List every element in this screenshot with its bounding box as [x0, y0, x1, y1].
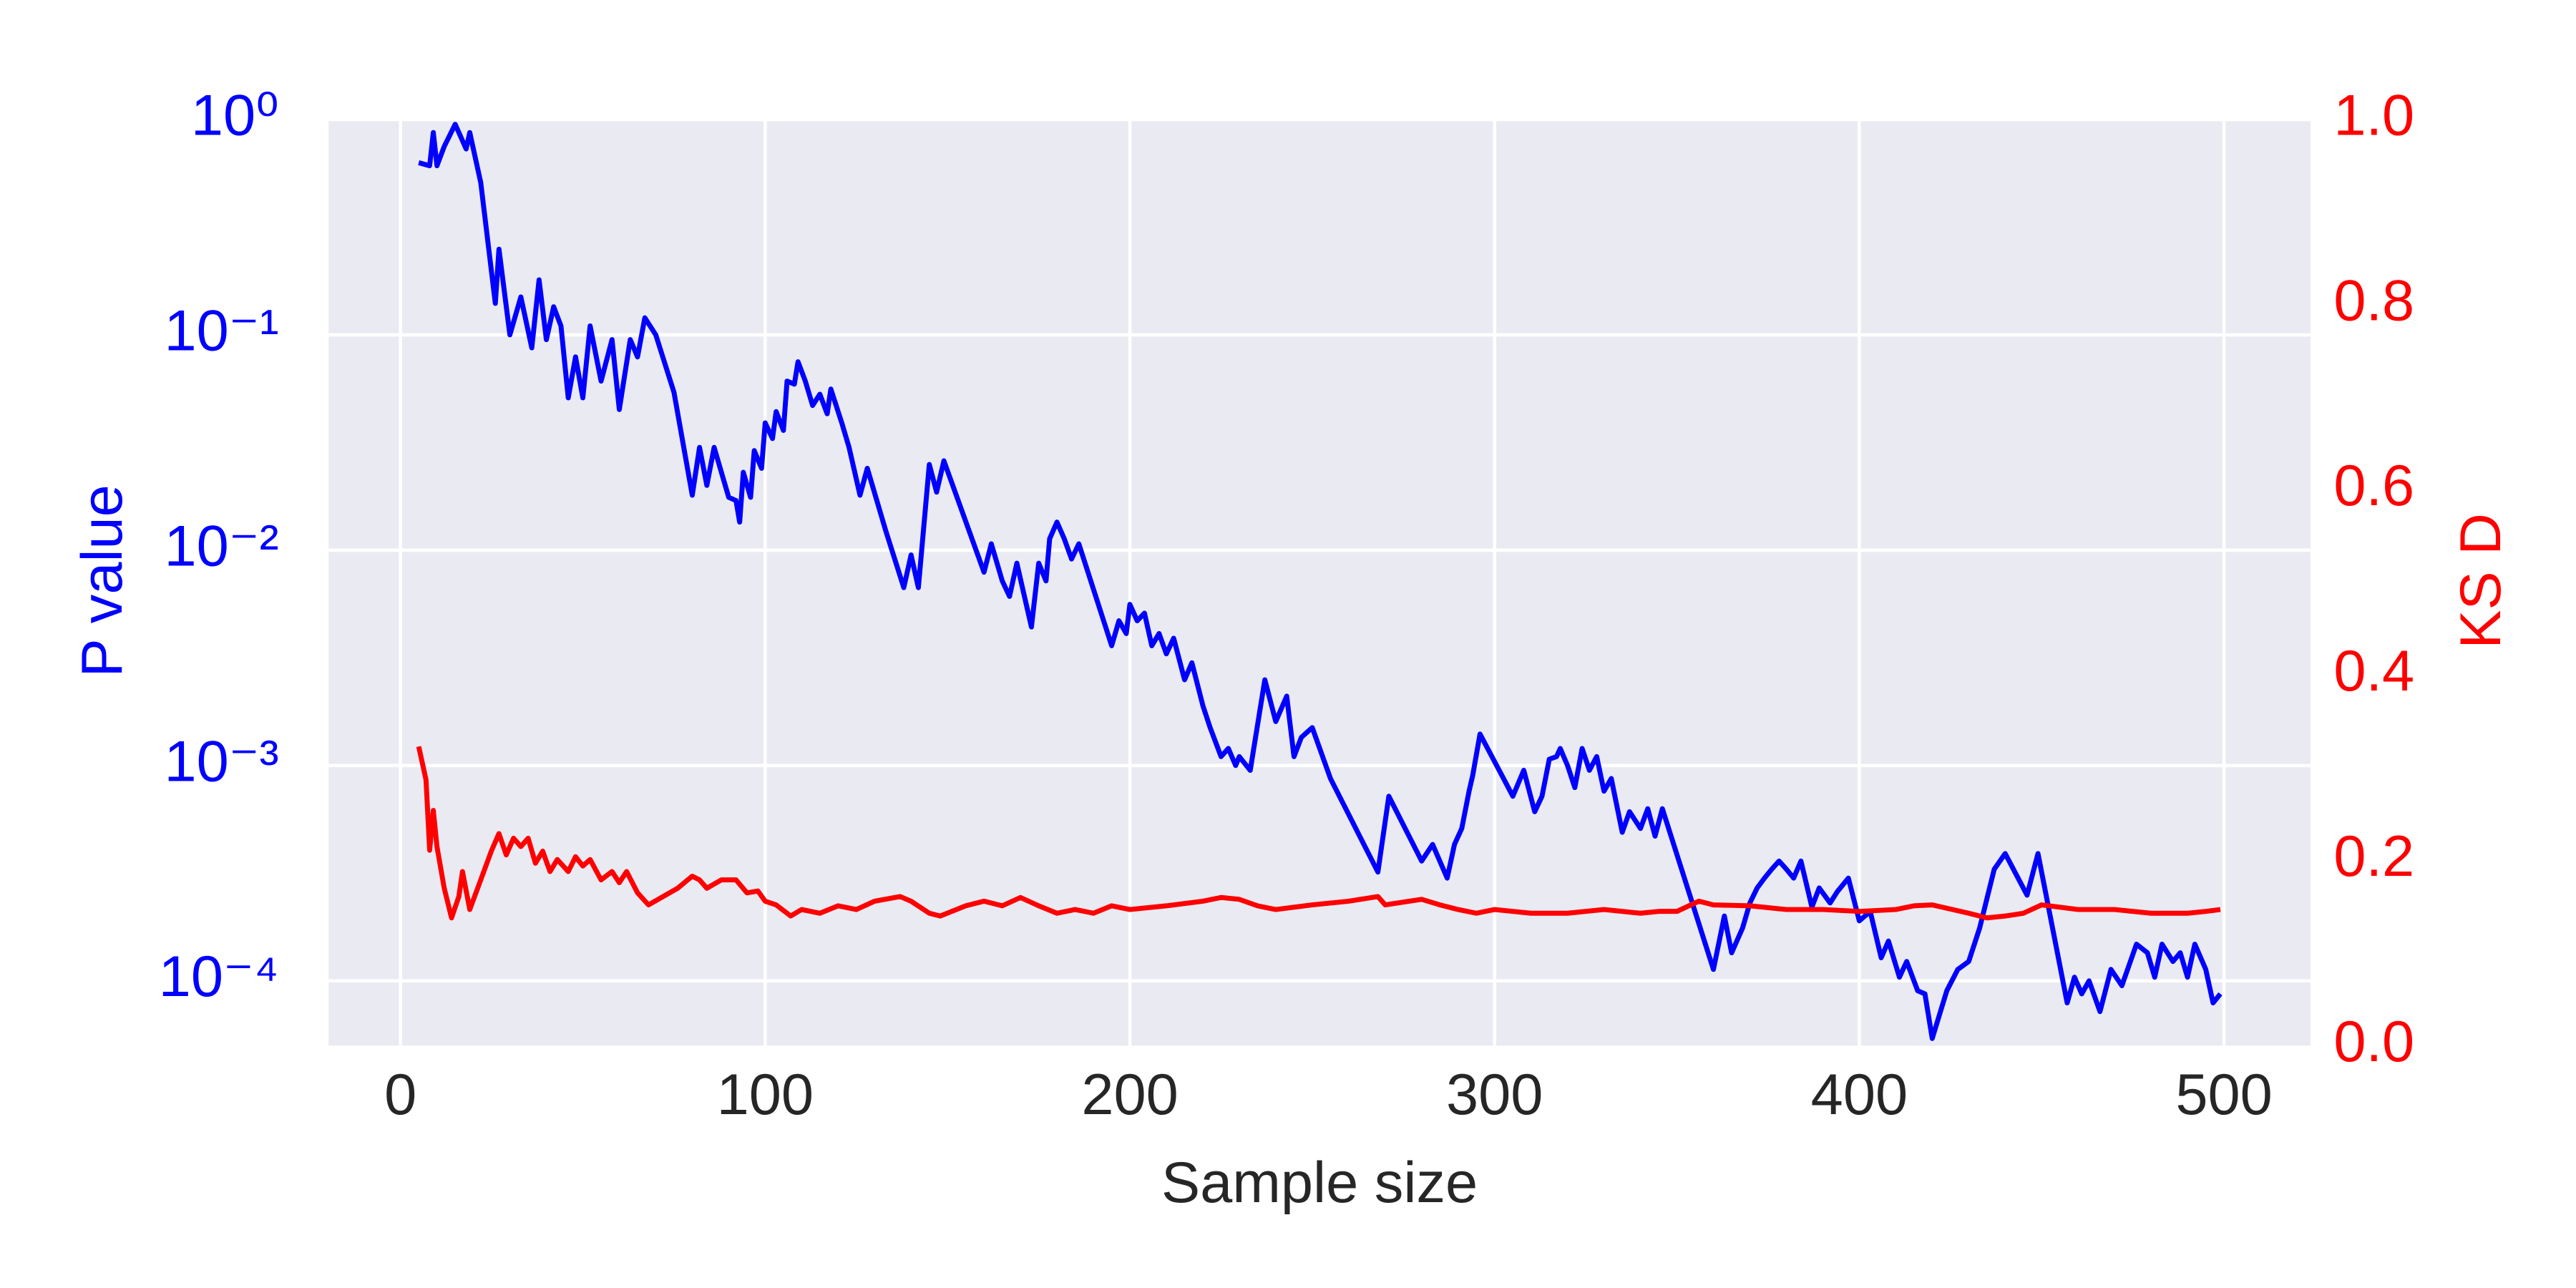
x-tick-label: 400	[1811, 1063, 1908, 1127]
y2-tick-label: 1.0	[2333, 83, 2414, 147]
y2-tick-label: 0.0	[2333, 1010, 2414, 1074]
y2-axis-label: KS D	[2449, 513, 2513, 648]
y2-tick-label: 0.4	[2333, 639, 2414, 703]
grid	[328, 117, 2311, 1046]
lines	[416, 122, 2223, 1041]
y-tick-label: 10⁻⁴	[159, 945, 279, 1009]
x-tick-label: 0	[384, 1063, 416, 1127]
y2-tick-label: 0.8	[2333, 268, 2414, 333]
y-tick-label: 10⁻¹	[165, 298, 279, 363]
x-axis-label: Sample size	[1161, 1151, 1478, 1215]
y2-tick-label: 0.6	[2333, 454, 2414, 518]
y2-tick-label: 0.2	[2333, 824, 2414, 889]
y-tick-label: 10⁻³	[165, 729, 279, 794]
y-tick-label: 10⁻²	[165, 514, 279, 578]
y-axis-label: P value	[70, 484, 135, 677]
y-tick-label: 10⁰	[191, 83, 279, 147]
plot-area	[328, 119, 2311, 1046]
x-tick-label: 100	[717, 1063, 814, 1127]
x-tick-label: 500	[2175, 1063, 2272, 1127]
x-tick-label: 200	[1081, 1063, 1178, 1127]
series-line	[418, 122, 2223, 1041]
series-line	[416, 746, 2221, 921]
labels: Sample size P value KS D 0 100 200 300 400 50…	[70, 83, 2513, 1214]
x-tick-label: 300	[1446, 1063, 1543, 1127]
